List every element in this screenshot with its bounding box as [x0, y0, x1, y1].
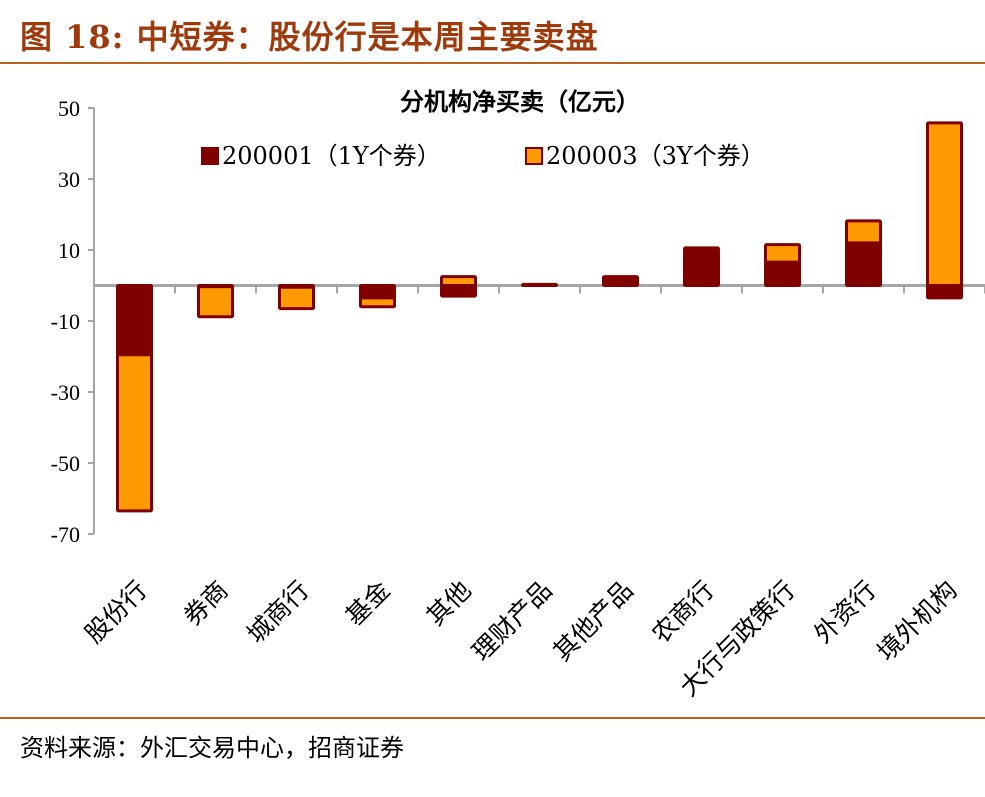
y-tick-label: -30 — [51, 380, 80, 405]
category-label: 境外机构 — [872, 575, 963, 666]
y-tick-label: -10 — [51, 309, 80, 334]
category-label: 其他 — [421, 575, 477, 631]
bar-2 — [440, 275, 477, 287]
category-label: 股份行 — [79, 575, 153, 649]
category-label: 券商 — [178, 575, 234, 631]
bar-2 — [845, 219, 882, 245]
chart-title: 分机构净买卖（亿元） — [400, 87, 640, 116]
footer-rule — [0, 717, 985, 719]
bar-2 — [278, 285, 315, 311]
legend-swatch-1 — [201, 147, 219, 165]
category-label: 城商行 — [241, 575, 315, 649]
bar-1 — [359, 284, 396, 300]
bar-2 — [359, 296, 396, 309]
y-tick-label: -50 — [51, 451, 80, 476]
category-label: 基金 — [340, 575, 396, 631]
category-label: 理财产品 — [467, 575, 558, 666]
bar-2 — [116, 353, 153, 513]
bar-2 — [683, 246, 720, 253]
legend-label-1: 200001（1Y个券） — [222, 142, 441, 170]
source-note: 资料来源：外汇交易中心，招商证券 — [20, 734, 404, 762]
bar-1 — [926, 284, 963, 300]
y-tick-label: -70 — [51, 522, 80, 547]
title-rule — [0, 62, 985, 64]
y-tick-label: 30 — [58, 167, 80, 192]
y-tick-label: 50 — [58, 96, 80, 121]
category-label: 外资行 — [808, 575, 882, 649]
bar-1 — [602, 275, 639, 287]
figure-title: 图 18: 中短券：股份行是本周主要卖盘 — [20, 18, 599, 56]
legend-swatch-2 — [525, 147, 543, 165]
category-label: 农商行 — [646, 575, 720, 649]
bar-1 — [683, 249, 720, 288]
bar-1 — [764, 260, 801, 288]
bar-1 — [440, 284, 477, 298]
category-label: 其他产品 — [548, 575, 639, 666]
bar-1 — [116, 284, 153, 357]
bar-2 — [197, 285, 234, 319]
bar-1 — [521, 282, 558, 287]
y-tick-label: 10 — [58, 238, 80, 263]
bar-1 — [845, 241, 882, 287]
legend-label-2: 200003（3Y个券） — [546, 142, 765, 170]
bar-2 — [926, 121, 963, 287]
bar-2 — [764, 243, 801, 264]
